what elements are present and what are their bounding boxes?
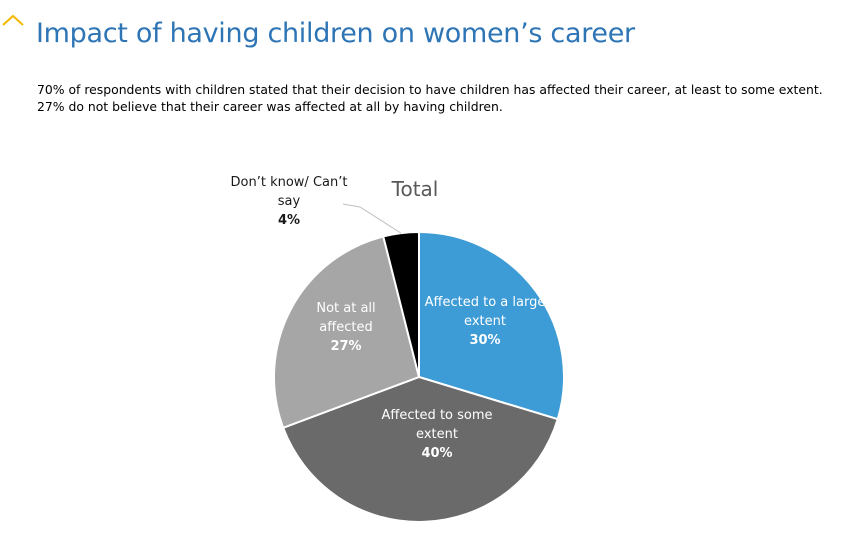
slice-label-3: Not at all	[316, 301, 375, 316]
pie-slice-3	[273, 235, 421, 430]
page-title: Impact of having children on women’s car…	[36, 18, 635, 49]
slice-label-1: Affected to a large	[425, 295, 546, 310]
pie-slices	[273, 230, 565, 523]
pie-labels: Affected to a large extent 30% Affected to …	[231, 175, 546, 461]
chevron-up-icon	[2, 14, 24, 26]
intro-line-2: 27% do not believe that their career was…	[37, 99, 503, 114]
slice-label-1: extent	[464, 314, 506, 329]
pie-slice-2	[281, 375, 559, 523]
intro-line-1: 70% of respondents with children stated …	[37, 82, 823, 97]
slice-value-label-3: 27%	[330, 339, 361, 354]
chart-title: Total	[391, 177, 439, 201]
slice-label-4: Don’t know/ Can’t	[231, 175, 348, 190]
pie-slice-1	[418, 230, 565, 421]
slice-label-4: say	[278, 194, 301, 209]
leader-line	[342, 203, 402, 234]
pie-slice-4	[382, 230, 420, 378]
slice-label-2: Affected to some	[381, 408, 492, 423]
slice-value-label-1: 30%	[469, 333, 500, 348]
slice-value-label-2: 40%	[421, 446, 452, 461]
slice-label-2: extent	[416, 427, 458, 442]
slice-value-label-4: 4%	[278, 213, 300, 228]
slice-label-3: affected	[319, 320, 372, 335]
intro-text: 70% of respondents with children stated …	[37, 81, 837, 115]
